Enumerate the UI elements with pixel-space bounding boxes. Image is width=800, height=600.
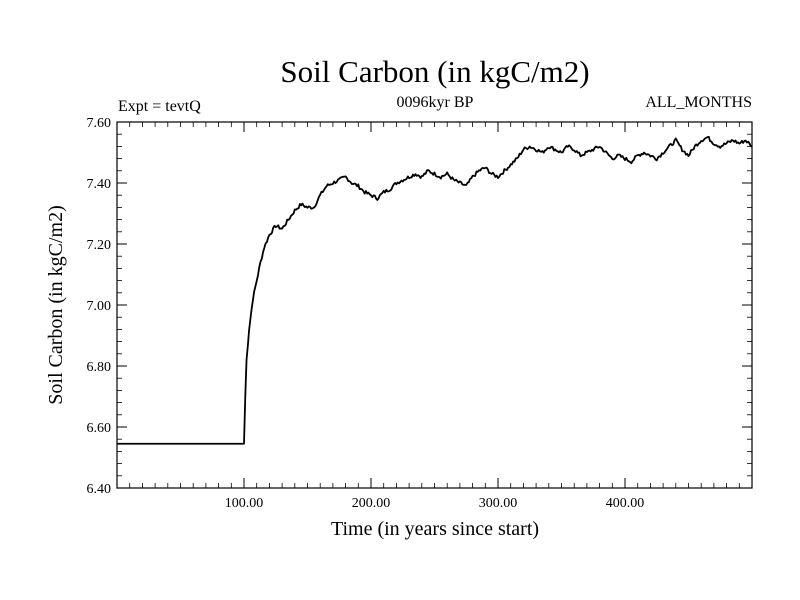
minor-ticks xyxy=(117,122,752,488)
x-tick-label: 100.00 xyxy=(225,496,264,511)
y-tick-label: 7.20 xyxy=(87,238,112,253)
plot-area: 100.00 200.00 300.00 400.00 6.40 6.60 6.80 7.00… xyxy=(87,116,753,511)
period-label: 0096kyr BP xyxy=(397,94,474,111)
y-tick-label: 7.00 xyxy=(87,299,112,314)
soil-carbon-line xyxy=(117,135,753,445)
x-tick-label: 200.00 xyxy=(352,496,391,511)
x-axis-label: Time (in years since start) xyxy=(331,518,539,540)
major-ticks xyxy=(117,121,752,489)
x-tick-label: 300.00 xyxy=(479,496,518,511)
chart-title: Soil Carbon (in kgC/m2) xyxy=(280,54,589,89)
y-tick-label: 6.80 xyxy=(87,360,112,375)
y-axis-label: Soil Carbon (in kgC/m2) xyxy=(45,205,67,404)
y-tick-label: 6.60 xyxy=(87,421,112,436)
experiment-label: Expt = tevtQ xyxy=(118,98,201,115)
plot-frame xyxy=(116,121,753,489)
months-label: ALL_MONTHS xyxy=(645,94,752,111)
x-tick-label: 400.00 xyxy=(606,496,645,511)
y-tick-label: 7.60 xyxy=(87,116,112,131)
tick-labels: 100.00 200.00 300.00 400.00 6.40 6.60 6.80 7.00… xyxy=(87,116,645,511)
series-layer xyxy=(117,135,753,445)
y-tick-label: 6.40 xyxy=(87,482,112,497)
y-tick-label: 7.40 xyxy=(87,177,112,192)
